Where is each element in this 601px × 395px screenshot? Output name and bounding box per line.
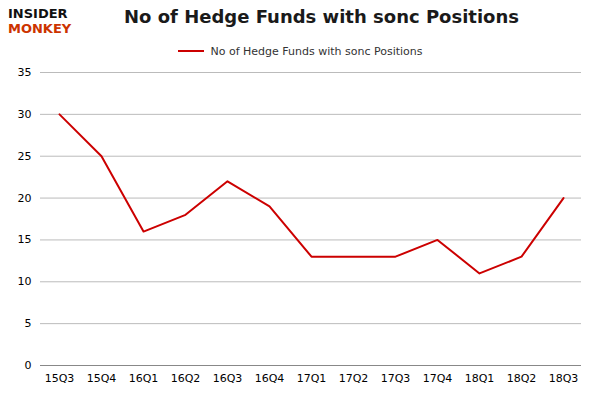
html-text:MONKEY: MONKEY	[8, 21, 72, 36]
svg-text:10: 10	[18, 275, 32, 288]
svg-text:18Q1: 18Q1	[465, 372, 495, 385]
svg-text:17Q2: 17Q2	[339, 372, 369, 385]
svg-text:16Q2: 16Q2	[171, 372, 201, 385]
svg-text:25: 25	[18, 150, 32, 163]
svg-text:17Q4: 17Q4	[423, 372, 453, 385]
svg-text:35: 35	[18, 66, 32, 79]
svg-text:20: 20	[18, 192, 32, 205]
html-text:No of Hedge Funds with sonc Po: No of Hedge Funds with sonc Positions	[124, 6, 519, 27]
svg-text:15Q3: 15Q3	[45, 372, 75, 385]
html-text:No of Hedge Funds with sonc Po: No of Hedge Funds with sonc Positions	[210, 44, 423, 58]
svg-text:30: 30	[18, 108, 32, 121]
svg-text:16Q3: 16Q3	[213, 372, 243, 385]
svg-text:16Q1: 16Q1	[129, 372, 159, 385]
svg-text:0: 0	[25, 359, 32, 372]
svg-text:15Q4: 15Q4	[87, 372, 117, 385]
svg-text:5: 5	[25, 317, 32, 330]
svg-text:18Q2: 18Q2	[507, 372, 537, 385]
svg-text:17Q3: 17Q3	[381, 372, 411, 385]
svg-text:18Q3: 18Q3	[549, 372, 579, 385]
svg-text:15: 15	[18, 233, 32, 246]
svg-text:17Q1: 17Q1	[297, 372, 327, 385]
svg-text:16Q4: 16Q4	[255, 372, 285, 385]
html-text:INSIDER: INSIDER	[8, 6, 68, 21]
